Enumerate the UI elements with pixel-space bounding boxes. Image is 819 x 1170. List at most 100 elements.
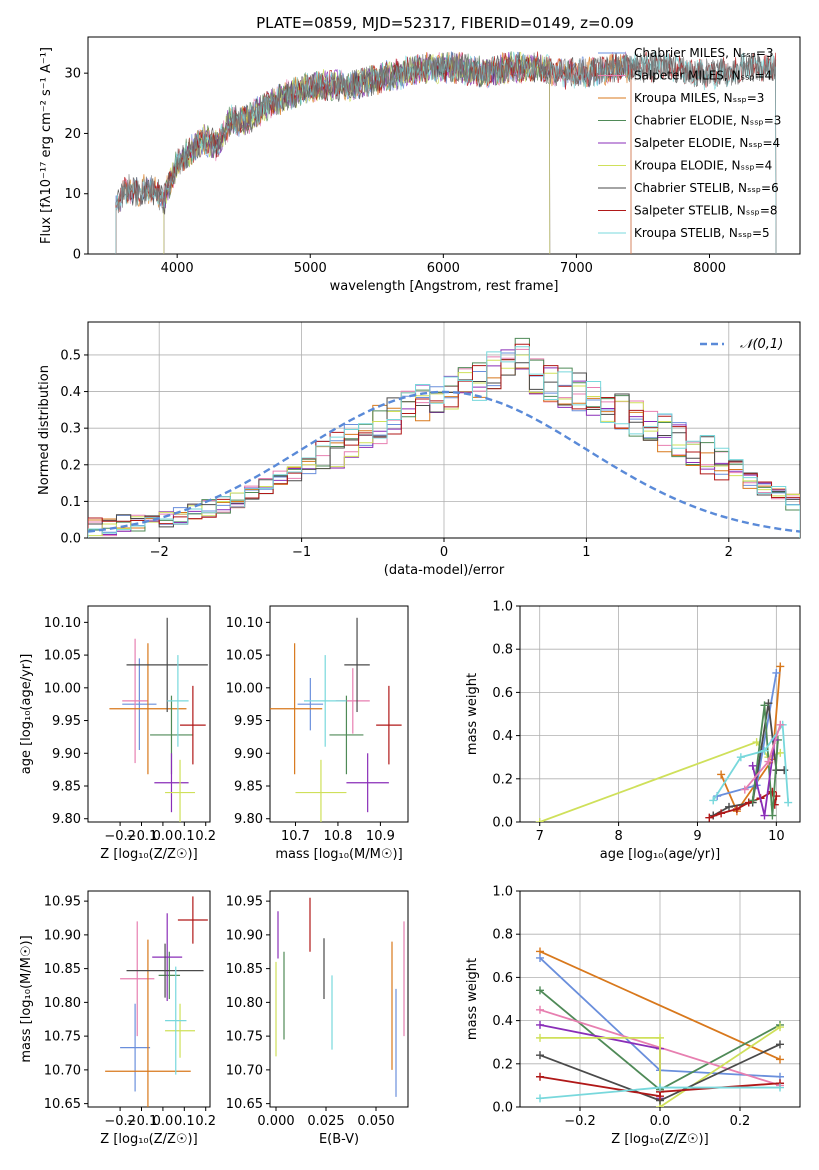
x-tick-label: 10.8 xyxy=(323,829,352,844)
x-tick-label: 2 xyxy=(725,545,733,560)
weight-vs-age-xlabel: age [log₁₀(age/yr)] xyxy=(600,847,721,862)
y-tick-label: 10.70 xyxy=(226,1063,263,1078)
weight-marker xyxy=(709,796,718,805)
weight-marker xyxy=(717,770,726,779)
residuals-axes: −2 −1 0 1 2 0.0 0.1 0.2 0.3 0.4 0.5 (data-model)/er… xyxy=(37,321,801,578)
x-tick-label: −0.1 xyxy=(126,829,158,844)
weight-marker xyxy=(772,668,781,677)
x-tick-label: 0.1 xyxy=(174,829,195,844)
weight-vs-age-ylabel: mass weight xyxy=(465,673,480,755)
y-tick-label: 0 xyxy=(73,248,81,263)
x-tick-label: 8000 xyxy=(693,261,726,276)
y-tick-label: 10.10 xyxy=(226,616,263,631)
legend-entry: Salpeter ELODIE, Nₛₛₚ=4 xyxy=(634,136,780,150)
mass-vs-z-ylabel: mass [log₁₀(M/M☉)] xyxy=(19,935,34,1062)
y-tick-label: 9.95 xyxy=(234,714,263,729)
age-vs-mass-axes: 10.7 10.8 10.9 9.80 9.85 9.90 9.95 10.00 10.05 10… xyxy=(226,605,409,862)
legend-entry: Salpeter MILES, Nₛₛₚ=4 xyxy=(634,69,772,83)
y-tick-label: 30 xyxy=(64,67,81,82)
weight-marker xyxy=(536,1094,544,1103)
age-vs-z-plot xyxy=(109,617,208,822)
weight-marker xyxy=(656,1083,664,1092)
y-tick-label: 0.1 xyxy=(60,495,81,510)
weight-marker xyxy=(748,796,757,805)
weight-marker xyxy=(776,1055,784,1064)
x-tick-label: 0 xyxy=(440,545,448,560)
weight-marker xyxy=(776,720,785,729)
y-tick-label: 0.4 xyxy=(492,1014,513,1029)
weight-marker xyxy=(784,798,793,807)
weight-line xyxy=(540,1026,781,1107)
weight-marker xyxy=(736,753,745,762)
weight-marker xyxy=(760,701,769,710)
weight-marker xyxy=(536,1051,544,1060)
y-tick-label: 10.00 xyxy=(44,681,81,696)
spectrum-xlabel: wavelength [Angstrom, rest frame] xyxy=(330,279,559,294)
mass-vs-z-axes: −0.2−0.10.0 0.1 0.2 10.65 10.70 10.75 10.80 10.… xyxy=(19,890,216,1147)
y-tick-label: 0.6 xyxy=(492,686,513,701)
y-tick-label: 0.8 xyxy=(492,928,513,943)
y-tick-label: 9.85 xyxy=(52,780,81,795)
y-tick-label: 9.90 xyxy=(52,747,81,762)
weight-marker xyxy=(536,1033,544,1042)
x-tick-label: 10 xyxy=(768,829,785,844)
weight-marker xyxy=(764,757,773,766)
weight-vs-age-axes: 7 8 9 10 0.0 0.2 0.4 0.6 0.8 1.0 age [log₁₀(age/yr… xyxy=(465,600,801,862)
y-tick-label: 1.0 xyxy=(492,600,513,615)
x-tick-label: 9 xyxy=(693,829,701,844)
weight-vs-z-plot xyxy=(536,947,784,1107)
x-tick-label: 5000 xyxy=(294,261,327,276)
weight-marker xyxy=(536,1005,544,1014)
x-tick-label: −2 xyxy=(150,545,169,560)
residuals-xlabel: (data-model)/error xyxy=(384,563,505,578)
weight-vs-z-ylabel: mass weight xyxy=(465,958,480,1040)
y-tick-label: 10.95 xyxy=(226,895,263,910)
x-tick-label: 10.9 xyxy=(366,829,395,844)
y-tick-label: 9.95 xyxy=(52,714,81,729)
x-tick-label: 4000 xyxy=(161,261,194,276)
legend-entry: 𝒩(0,1) xyxy=(740,337,783,352)
y-tick-label: 10.05 xyxy=(226,649,263,664)
weight-vs-age-frame xyxy=(519,605,801,823)
weight-marker xyxy=(725,802,734,811)
x-tick-label: −1 xyxy=(292,545,311,560)
y-tick-label: 10.10 xyxy=(44,616,81,631)
y-tick-label: 0.8 xyxy=(492,643,513,658)
spectrum-ylabel: Flux [fλ10⁻¹⁷ erg cm⁻² s⁻¹ A⁻¹] xyxy=(39,47,54,244)
mass-vs-z-xlabel: Z [log₁₀(Z/Z☉)] xyxy=(100,1132,197,1147)
mass-vs-ebv-axes: 0.000 0.025 0.050 10.65 10.70 10.75 10.80 10.85… xyxy=(226,890,409,1147)
weight-marker xyxy=(748,761,757,770)
age-vs-z-xlabel: Z [log₁₀(Z/Z☉)] xyxy=(100,847,197,862)
x-tick-label: 1 xyxy=(582,545,590,560)
y-tick-label: 10.75 xyxy=(44,1030,81,1045)
figure-title: PLATE=0859, MJD=52317, FIBERID=0149, z=0… xyxy=(256,14,634,32)
y-tick-label: 20 xyxy=(64,127,81,142)
spectrum-axes: 4000 5000 6000 7000 8000 0 10 20 30 wavelength [A… xyxy=(39,36,801,294)
x-tick-label: 6000 xyxy=(427,261,460,276)
mass-vs-ebv-xlabel: E(B-V) xyxy=(319,1132,359,1147)
x-tick-label: 0.1 xyxy=(174,1114,195,1129)
histogram-step xyxy=(88,343,800,538)
weight-marker xyxy=(760,746,769,755)
x-tick-label: −0.2 xyxy=(564,1114,596,1129)
y-tick-label: 10.05 xyxy=(44,649,81,664)
residuals-ylabel: Normed distribution xyxy=(37,365,52,495)
weight-marker xyxy=(760,811,769,820)
legend-entry: Salpeter STELIB, Nₛₛₚ=8 xyxy=(634,204,778,218)
x-tick-label: 0.0 xyxy=(650,1114,671,1129)
y-tick-label: 9.85 xyxy=(234,780,263,795)
y-tick-label: 1.0 xyxy=(492,885,513,900)
weight-marker xyxy=(776,662,785,671)
y-tick-label: 10.80 xyxy=(226,996,263,1011)
y-tick-label: 10.65 xyxy=(44,1097,81,1112)
spectrum-legend: Chabrier MILES, Nₛₛₚ=3 Salpeter MILES, Nₛ… xyxy=(598,46,781,240)
x-tick-label: 10.7 xyxy=(281,829,310,844)
y-tick-label: 0.2 xyxy=(492,772,513,787)
weight-marker xyxy=(536,1072,544,1081)
weight-marker xyxy=(536,986,544,995)
y-tick-label: 9.80 xyxy=(234,812,263,827)
mass-vs-z-frame xyxy=(87,890,211,1108)
weight-marker xyxy=(776,1083,784,1092)
x-tick-label: 0.000 xyxy=(257,1114,294,1129)
